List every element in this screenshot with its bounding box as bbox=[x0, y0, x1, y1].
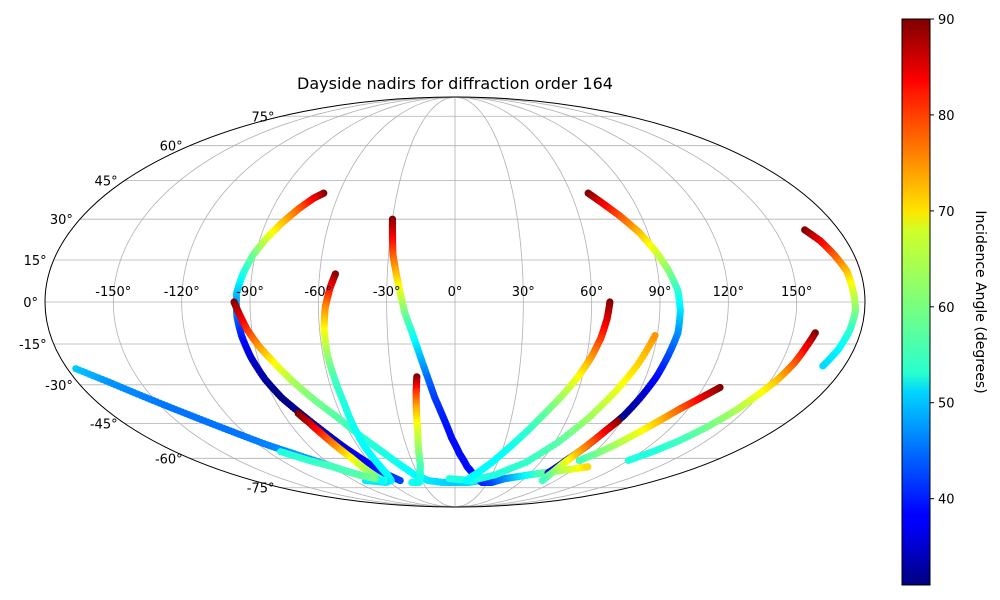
data-point bbox=[819, 362, 827, 370]
data-point bbox=[462, 476, 470, 485]
y-tick-label: 60° bbox=[160, 140, 183, 155]
map-boundary bbox=[44, 96, 866, 508]
data-point bbox=[396, 476, 404, 485]
x-tick-label: 120° bbox=[713, 285, 744, 300]
x-tick-label: 90° bbox=[648, 285, 671, 300]
x-tick-label: -90° bbox=[236, 285, 264, 300]
y-tick-label: 75° bbox=[251, 110, 274, 125]
y-tick-label: 45° bbox=[95, 175, 118, 190]
y-tick-label: 0° bbox=[23, 296, 38, 311]
data-point bbox=[378, 476, 386, 485]
chart-title: Dayside nadirs for diffraction order 164 bbox=[297, 74, 613, 93]
y-tick-label: 30° bbox=[50, 213, 73, 228]
y-tick-label: -15° bbox=[19, 338, 47, 353]
y-tick-label: -30° bbox=[45, 379, 73, 394]
y-tick-labels: -75° -60° -45° -30° -15° 0° 15° 30° 45° 60° 75° bbox=[19, 110, 275, 496]
colorbar bbox=[901, 18, 931, 586]
y-tick-label: -45° bbox=[90, 417, 118, 432]
data-point bbox=[371, 475, 379, 483]
x-tick-label: 0° bbox=[448, 285, 463, 300]
data-point bbox=[575, 456, 583, 465]
x-tick-label: -30° bbox=[373, 285, 401, 300]
colorbar-label: Incidence Angle (degrees) bbox=[972, 210, 988, 393]
x-tick-label: 150° bbox=[781, 285, 812, 300]
colorbar-tick-label: 50 bbox=[938, 397, 955, 412]
colorbar-tick-label: 60 bbox=[938, 301, 955, 316]
x-tick-label: -60° bbox=[304, 285, 332, 300]
x-tick-label: 30° bbox=[512, 285, 535, 300]
data-point bbox=[584, 463, 592, 471]
colorbar-tick-label: 40 bbox=[938, 493, 955, 508]
data-point bbox=[624, 456, 633, 465]
data-point bbox=[408, 478, 416, 487]
colorbar-tick-label: 70 bbox=[938, 205, 955, 220]
data-point bbox=[651, 332, 659, 340]
map-grid bbox=[45, 96, 865, 508]
x-tick-label: 60° bbox=[580, 285, 603, 300]
data-point bbox=[538, 476, 546, 485]
x-tick-label: -150° bbox=[95, 285, 131, 300]
y-tick-label: 15° bbox=[24, 254, 47, 269]
y-tick-label: -60° bbox=[155, 452, 183, 467]
colorbar-ticks: 40 50 60 70 80 90 bbox=[930, 13, 955, 508]
y-tick-label: -75° bbox=[247, 482, 275, 497]
x-tick-label: -120° bbox=[164, 285, 200, 300]
scatter-points bbox=[72, 189, 860, 487]
x-tick-labels: -150° -120° -90° -60° -30° 0° 30° 60° 90° 120° 150… bbox=[95, 285, 812, 300]
colorbar-tick-label: 80 bbox=[938, 109, 955, 124]
colorbar-tick-label: 90 bbox=[938, 13, 955, 28]
